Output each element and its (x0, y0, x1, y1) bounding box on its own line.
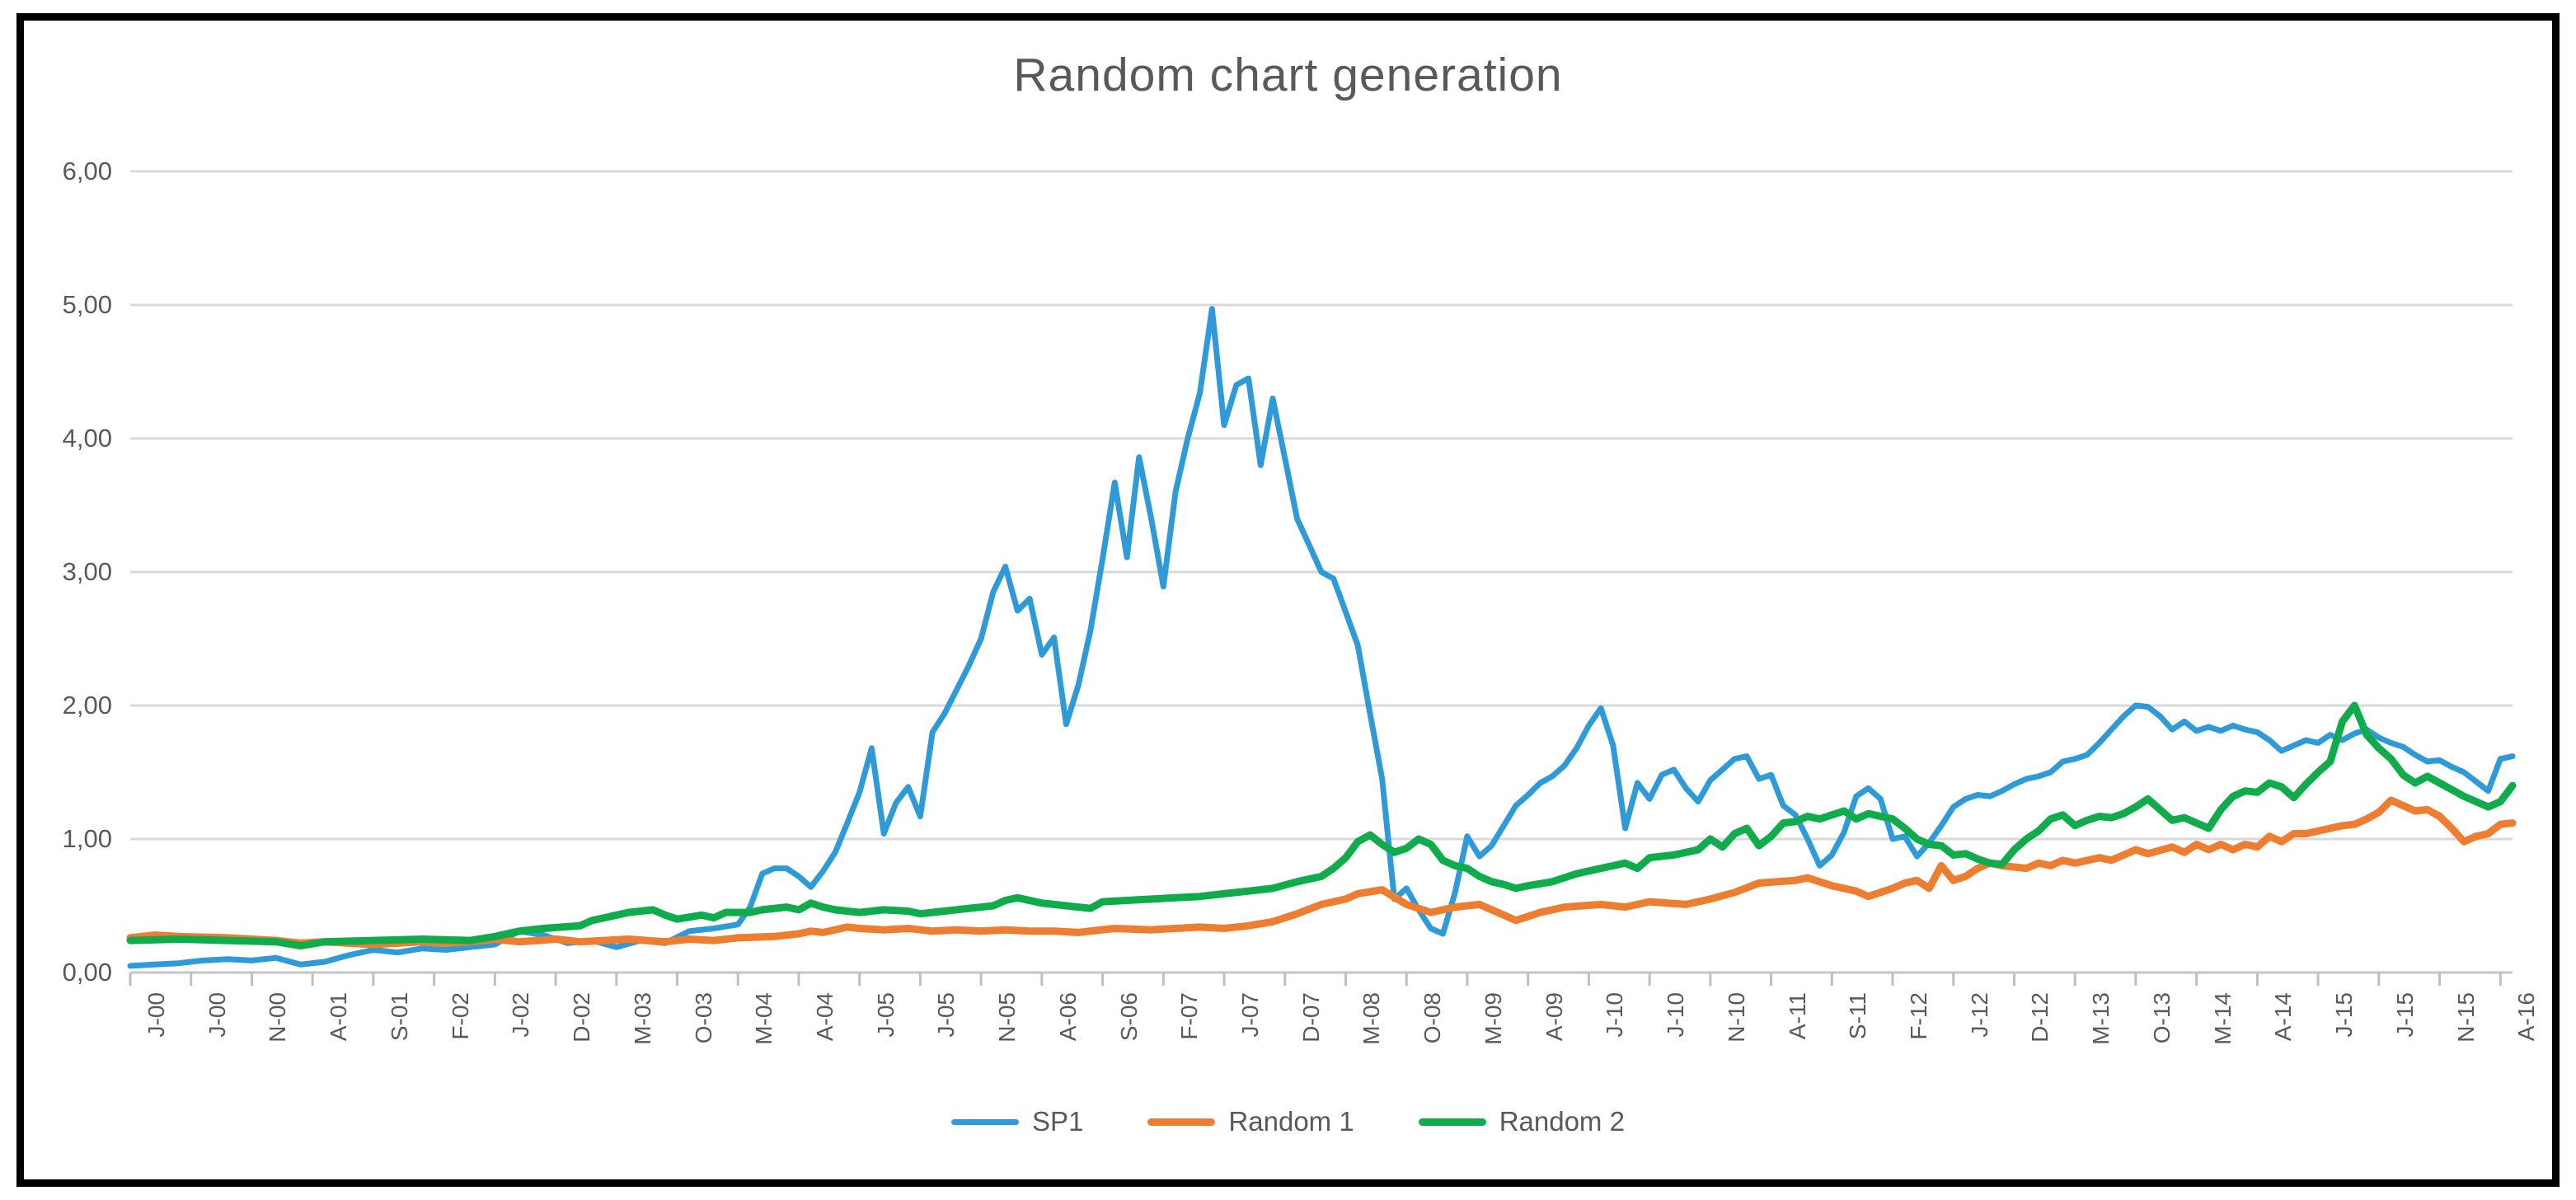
x-axis-label: J-07 (1237, 992, 1264, 1038)
x-axis-label: F-12 (1906, 992, 1931, 1040)
x-axis-label: S-01 (386, 992, 412, 1042)
chart-title: Random chart generation (1013, 49, 1563, 101)
legend-item-random-1: Random 1 (1147, 1106, 1354, 1137)
x-axis-label: O-08 (1419, 992, 1446, 1044)
chart-frame-border (16, 13, 2560, 1187)
legend-item-sp1: SP1 (951, 1106, 1083, 1137)
x-axis-label: A-06 (1054, 992, 1081, 1042)
x-axis-label: J-10 (1602, 992, 1628, 1038)
x-axis-label: J-10 (1663, 992, 1689, 1038)
x-axis-label: A-16 (2513, 992, 2540, 1042)
x-axis-label: N-05 (994, 992, 1021, 1043)
y-axis-label: 0,00 (62, 958, 112, 987)
y-axis-label: 2,00 (62, 691, 112, 720)
y-axis-label: 4,00 (62, 424, 112, 452)
x-axis-label: M-08 (1358, 992, 1385, 1045)
x-axis-label: A-04 (811, 992, 838, 1042)
y-axis-label: 1,00 (62, 824, 112, 853)
x-axis-label: F-07 (1176, 992, 1203, 1040)
x-axis-label: A-09 (1541, 992, 1567, 1042)
x-axis-label: N-15 (2452, 992, 2479, 1043)
x-axis-label: F-02 (447, 992, 473, 1040)
legend-label-random-1: Random 1 (1228, 1106, 1354, 1137)
x-axis-label: A-14 (2270, 992, 2297, 1042)
legend-swatch-sp1-icon (951, 1118, 1020, 1125)
y-axis-label: 6,00 (62, 157, 112, 185)
y-axis-label: 5,00 (62, 290, 112, 319)
series-line-sp1 (127, 306, 2516, 969)
legend-label-sp1: SP1 (1032, 1106, 1084, 1137)
x-axis-label: S-06 (1115, 992, 1142, 1042)
x-axis-label: M-03 (629, 992, 655, 1045)
x-axis-label: J-12 (1966, 992, 1992, 1038)
legend-item-random-2: Random 2 (1418, 1106, 1625, 1137)
x-axis-label: M-09 (1480, 992, 1506, 1045)
x-axis-label: M-13 (2088, 992, 2114, 1045)
x-axis-label: D-07 (1297, 992, 1324, 1043)
x-axis-label: O-03 (690, 992, 716, 1044)
x-axis-label: J-02 (508, 992, 534, 1038)
x-axis-label: J-05 (933, 992, 960, 1038)
legend: SP1 Random 1 Random 2 (0, 1106, 2576, 1137)
x-axis-label: M-04 (751, 992, 777, 1045)
x-axis-label: N-00 (265, 992, 291, 1043)
x-axis-label: D-02 (569, 992, 595, 1043)
series-line-random-1 (126, 796, 2517, 949)
x-axis-label: A-11 (1784, 992, 1810, 1040)
x-axis-label: J-05 (872, 992, 899, 1038)
x-axis-label: M-14 (2209, 992, 2236, 1045)
x-axis-label: J-00 (204, 992, 230, 1038)
y-axis-label: 3,00 (62, 557, 112, 586)
x-axis-label: J-00 (143, 992, 169, 1038)
x-axis-label: A-01 (326, 992, 352, 1042)
legend-swatch-random-1-icon (1147, 1118, 1216, 1126)
legend-label-random-2: Random 2 (1499, 1106, 1625, 1137)
x-axis-label: N-10 (1723, 992, 1749, 1043)
x-axis-label: J-15 (2331, 992, 2358, 1038)
series-line-random-2 (126, 701, 2517, 950)
legend-swatch-random-2-icon (1418, 1118, 1486, 1126)
x-axis-label: O-13 (2148, 992, 2175, 1044)
x-axis-label: S-11 (1845, 992, 1871, 1040)
x-axis-label: D-12 (2027, 992, 2053, 1043)
x-axis-label: J-15 (2391, 992, 2418, 1038)
